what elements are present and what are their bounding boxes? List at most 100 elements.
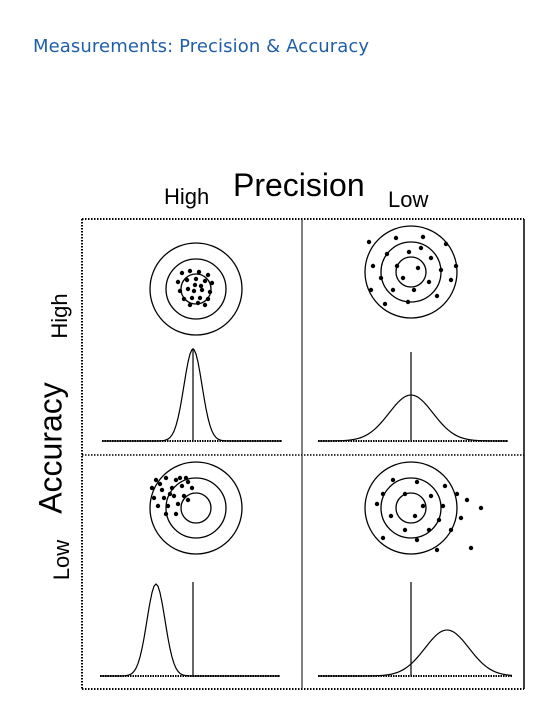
slide-title: Measurements: Precision & Accuracy [33, 36, 370, 57]
panel-low-precision-low-accuracy [318, 461, 513, 677]
measurement-dot [177, 475, 183, 481]
measurement-dot [197, 295, 203, 301]
measurement-dot [161, 495, 167, 501]
measurement-dot [169, 485, 175, 491]
measurement-dot [368, 287, 374, 293]
measurement-dot [366, 239, 372, 245]
measurement-dot [378, 275, 384, 281]
measurement-dot [198, 283, 204, 289]
measurement-dot [199, 287, 205, 293]
measurement-dot [155, 503, 161, 509]
measurement-dot [374, 501, 380, 507]
measurement-dot [167, 491, 173, 497]
measurement-dot [402, 491, 408, 497]
target-ring-1 [364, 225, 458, 319]
measurement-dot [380, 491, 386, 497]
measurement-dot [173, 511, 179, 517]
measurement-dot [384, 251, 390, 257]
measurement-dot [185, 497, 191, 503]
target-ring-1 [364, 461, 458, 555]
measurement-dot [426, 279, 432, 285]
measurement-dot [411, 287, 417, 293]
column-label-low: Low [388, 187, 429, 212]
measurement-dot [402, 527, 408, 533]
measurement-dot [153, 477, 159, 483]
measurement-dot [468, 545, 474, 551]
measurement-dot [191, 288, 197, 294]
measurement-dot [440, 503, 446, 509]
measurement-dot [420, 503, 426, 509]
measurement-dot [202, 278, 208, 284]
distribution-curve [318, 394, 508, 442]
measurement-dot [453, 263, 459, 269]
measurement-dot [443, 241, 449, 247]
panel-high-precision-high-accuracy [102, 242, 282, 442]
measurement-dot [149, 485, 155, 491]
measurement-dot [185, 479, 191, 485]
measurement-dot [464, 497, 470, 503]
measurement-dot [380, 535, 386, 541]
measurement-dot [184, 277, 190, 283]
measurement-dot [414, 479, 420, 485]
measurement-dot [193, 276, 199, 282]
measurement-dot [390, 287, 396, 293]
measurement-dot [209, 280, 215, 286]
target-ring-2 [380, 477, 442, 539]
measurement-dot [177, 288, 183, 294]
measurement-dot [181, 493, 187, 499]
measurement-dot [390, 477, 396, 483]
measurement-dot [388, 513, 394, 519]
precision-axis-label: Precision [233, 167, 365, 203]
target-ring-2 [165, 258, 227, 320]
distribution-curve [318, 629, 513, 677]
measurement-dot [370, 263, 376, 269]
panel-low-precision-high-accuracy [318, 225, 508, 442]
target-ring-3 [395, 492, 427, 524]
measurement-dot [382, 301, 388, 307]
measurement-dot [151, 495, 157, 501]
measurement-dot [438, 267, 444, 273]
measurement-dot [175, 279, 181, 285]
measurement-dot [420, 234, 426, 240]
measurement-dot [458, 515, 464, 521]
measurement-dot [195, 300, 201, 306]
measurement-dot [448, 277, 454, 283]
measurement-dot [163, 475, 169, 481]
column-label-high: High [164, 184, 210, 209]
measurement-dot [205, 272, 211, 278]
target-ring-3 [180, 492, 212, 524]
measurement-dot [400, 275, 406, 281]
measurement-dot [189, 485, 195, 491]
target-ring-2 [380, 241, 442, 303]
measurement-dot [187, 302, 193, 308]
measurement-dot [207, 289, 213, 295]
measurement-dot [405, 299, 411, 305]
measurement-dot [414, 537, 420, 543]
measurement-dot [163, 511, 169, 517]
target-ring-2 [165, 477, 227, 539]
measurement-dot [434, 547, 440, 553]
measurement-dot [171, 493, 177, 499]
measurement-dot [185, 286, 191, 292]
measurement-dot [426, 527, 432, 533]
measurement-dot [394, 263, 400, 269]
measurement-dot [434, 293, 440, 299]
measurement-dot [412, 513, 418, 519]
measurement-dot [448, 527, 454, 533]
measurement-dot [478, 505, 484, 511]
target-ring-1 [149, 461, 243, 555]
distribution-curve [100, 583, 280, 677]
measurement-dot [205, 296, 211, 302]
measurement-dot [442, 483, 448, 489]
measurement-dot [454, 491, 460, 497]
target-ring-3 [395, 256, 427, 288]
panel-high-precision-low-accuracy [100, 461, 280, 677]
measurement-dot [428, 493, 434, 499]
measurement-dot [181, 296, 187, 302]
measurement-dot [175, 501, 181, 507]
measurement-dot [179, 270, 185, 276]
measurement-dot [393, 235, 399, 241]
target-ring-1 [149, 242, 243, 336]
measurement-dot [202, 302, 208, 308]
